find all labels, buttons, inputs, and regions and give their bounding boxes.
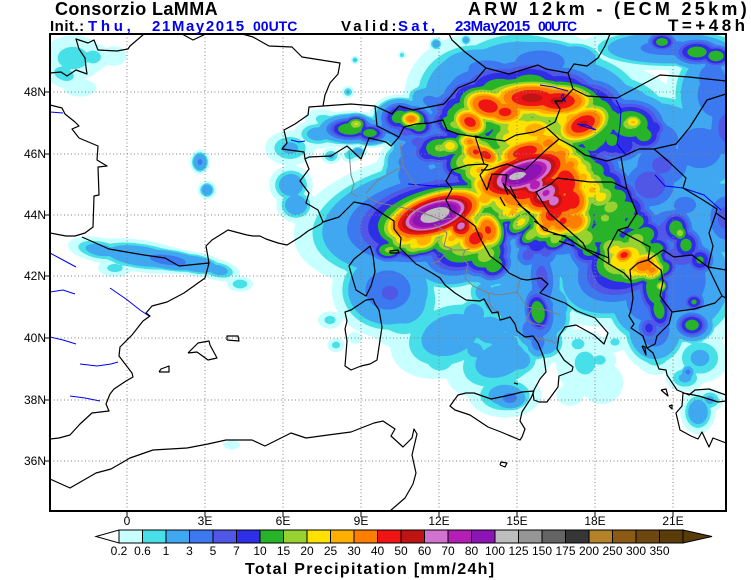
svg-text:100: 100 (485, 544, 505, 558)
svg-text:0.6: 0.6 (134, 544, 151, 558)
svg-text:42N: 42N (24, 269, 46, 283)
svg-text:00UTC: 00UTC (253, 18, 297, 34)
svg-text:38N: 38N (24, 393, 46, 407)
svg-text:Consorzio LaMMA: Consorzio LaMMA (55, 0, 218, 19)
svg-text:48N: 48N (24, 85, 46, 99)
svg-text:150: 150 (532, 544, 552, 558)
svg-text:21E: 21E (662, 514, 683, 528)
svg-text:3E: 3E (198, 514, 213, 528)
svg-text:9E: 9E (354, 514, 369, 528)
svg-text:15: 15 (277, 544, 291, 558)
svg-text:0.2: 0.2 (111, 544, 128, 558)
svg-text:5: 5 (210, 544, 217, 558)
svg-text:T=+48h: T=+48h (668, 16, 749, 35)
svg-text:20: 20 (300, 544, 314, 558)
svg-text:60: 60 (418, 544, 432, 558)
svg-text:25: 25 (324, 544, 338, 558)
svg-text:1: 1 (163, 544, 170, 558)
svg-text:Init.:: Init.: (50, 18, 85, 35)
svg-text:18E: 18E (584, 514, 605, 528)
svg-text:40: 40 (371, 544, 385, 558)
svg-text:12E: 12E (428, 514, 449, 528)
svg-text:15E: 15E (506, 514, 527, 528)
svg-text:7: 7 (233, 544, 240, 558)
svg-text:200: 200 (579, 544, 599, 558)
svg-text:Total Precipitation [mm/24h]: Total Precipitation [mm/24h] (245, 561, 495, 578)
svg-text:Sat,: Sat, (398, 18, 438, 35)
svg-text:0: 0 (124, 514, 131, 528)
svg-text:30: 30 (347, 544, 361, 558)
svg-text:80: 80 (465, 544, 479, 558)
svg-text:50: 50 (394, 544, 408, 558)
svg-text:300: 300 (626, 544, 646, 558)
svg-text:10: 10 (253, 544, 267, 558)
svg-text:250: 250 (602, 544, 622, 558)
svg-text:36N: 36N (24, 454, 46, 468)
svg-text:23May2015: 23May2015 (455, 18, 530, 35)
svg-text:350: 350 (649, 544, 669, 558)
svg-text:70: 70 (441, 544, 455, 558)
svg-text:Valid:: Valid: (341, 18, 400, 35)
svg-text:3: 3 (186, 544, 193, 558)
svg-text:125: 125 (508, 544, 528, 558)
svg-text:6E: 6E (276, 514, 291, 528)
svg-text:Thu,: Thu, (88, 18, 134, 35)
svg-text:44N: 44N (24, 208, 46, 222)
svg-text:46N: 46N (24, 147, 46, 161)
svg-text:21May2015: 21May2015 (152, 18, 246, 35)
svg-text:00UTC: 00UTC (538, 18, 577, 34)
svg-text:ARW 12km - (ECM 25km): ARW 12km - (ECM 25km) (468, 0, 750, 19)
svg-text:175: 175 (555, 544, 575, 558)
svg-text:40N: 40N (24, 331, 46, 345)
